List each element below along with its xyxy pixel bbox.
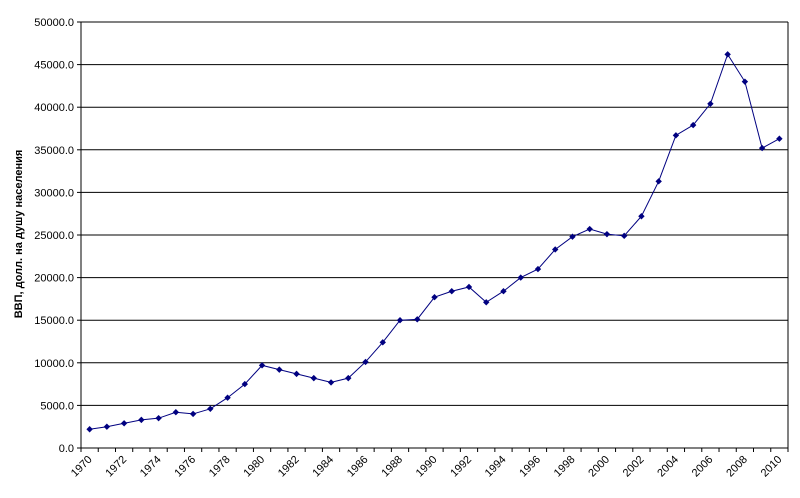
data-point <box>655 178 662 185</box>
data-point <box>741 78 749 85</box>
data-point <box>500 288 507 295</box>
data-point <box>310 374 317 382</box>
data-point <box>258 362 266 369</box>
x-tick-label: 1980 <box>241 454 267 480</box>
x-tick-label: 2002 <box>621 454 647 480</box>
data-point <box>207 405 214 413</box>
data-point <box>120 420 128 427</box>
x-tick-label: 2010 <box>759 454 785 480</box>
data-point <box>155 414 162 422</box>
data-point <box>672 132 680 139</box>
x-tick-label: 1978 <box>207 454 233 480</box>
data-point <box>431 293 438 301</box>
x-tick-label: 1998 <box>552 454 578 480</box>
x-tick-label: 2000 <box>586 454 612 480</box>
data-point <box>552 246 559 253</box>
data-point <box>776 135 783 142</box>
data-point <box>689 121 697 129</box>
y-tick-label: 5000.0 <box>40 400 74 412</box>
x-tick-label: 1972 <box>103 454 129 480</box>
series-line <box>89 53 780 430</box>
x-tick-label: 1994 <box>483 454 509 480</box>
gridlines <box>81 21 788 406</box>
data-point <box>172 409 180 416</box>
x-tick-label: 2004 <box>655 454 681 480</box>
data-point <box>345 374 352 382</box>
x-tick-label: 1970 <box>69 454 95 480</box>
y-tick-labels: 0.0 5000.0 10000.0 15000.0 20000.0 25000.0 300… <box>34 17 74 455</box>
series <box>86 51 783 433</box>
data-point <box>86 426 93 433</box>
y-tick-label: 35000.0 <box>34 145 74 157</box>
x-tick-label: 1990 <box>414 454 440 480</box>
data-point <box>362 358 369 366</box>
data-point <box>483 299 490 306</box>
data-point <box>638 213 645 220</box>
data-point <box>465 283 473 291</box>
data-point <box>138 416 145 424</box>
data-point <box>603 230 611 238</box>
axes <box>77 21 789 452</box>
x-tick-label: 1986 <box>345 454 371 480</box>
x-tick-label: 1988 <box>379 454 405 480</box>
x-tick-labels: 1970 1972 1974 1976 1978 1980 1982 1984 1986 1988… <box>69 454 785 480</box>
x-tick-label: 2008 <box>724 454 750 480</box>
y-axis-label: ВВП, долл. на душу населения <box>13 150 25 319</box>
data-point <box>724 51 731 58</box>
y-tick-label: 45000.0 <box>34 60 74 72</box>
data-point <box>758 144 766 152</box>
data-point <box>241 380 249 388</box>
data-point <box>189 410 197 418</box>
data-point <box>414 316 421 323</box>
x-tick-label: 1984 <box>310 454 336 480</box>
data-point <box>707 100 714 107</box>
y-tick-label: 20000.0 <box>34 273 74 285</box>
y-tick-label: 30000.0 <box>34 187 74 199</box>
x-tick-label: 2006 <box>690 454 716 480</box>
data-point <box>517 274 524 281</box>
data-point <box>379 339 386 346</box>
data-point <box>534 265 542 273</box>
data-point <box>103 423 111 430</box>
data-point <box>224 394 231 401</box>
x-tick-label: 1974 <box>138 454 164 480</box>
data-point <box>396 317 404 324</box>
data-point <box>620 232 628 240</box>
y-tick-label: 10000.0 <box>34 358 74 370</box>
data-point <box>569 233 576 240</box>
data-point <box>276 366 283 373</box>
data-point <box>448 288 455 295</box>
y-tick-label: 0.0 <box>59 443 74 455</box>
data-point <box>327 379 335 386</box>
x-tick-label: 1992 <box>448 454 474 480</box>
x-tick-label: 1982 <box>276 454 302 480</box>
y-tick-label: 40000.0 <box>34 102 74 114</box>
y-tick-label: 25000.0 <box>34 230 74 242</box>
data-point <box>586 225 593 233</box>
x-tick-label: 1996 <box>517 454 543 480</box>
y-tick-label: 50000.0 <box>34 17 74 29</box>
x-tick-label: 1976 <box>172 454 198 480</box>
data-point <box>293 370 300 378</box>
y-tick-label: 15000.0 <box>34 315 74 327</box>
